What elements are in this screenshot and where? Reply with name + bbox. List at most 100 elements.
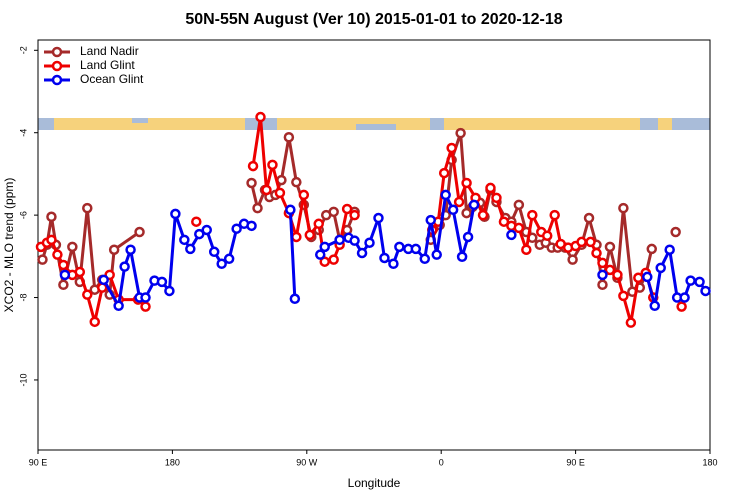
data-point — [194, 228, 205, 240]
data-point — [328, 254, 339, 265]
data-point — [164, 285, 175, 297]
data-point — [208, 246, 220, 258]
data-point — [46, 211, 57, 223]
data-point — [431, 249, 442, 260]
data-point — [37, 254, 48, 265]
data-point — [453, 196, 465, 208]
data-point — [74, 266, 86, 278]
data-point — [52, 249, 63, 260]
data-point — [291, 176, 302, 188]
data-point — [334, 234, 345, 246]
data-point — [649, 300, 660, 312]
data-point — [58, 279, 69, 291]
data-point — [134, 226, 145, 238]
data-point — [201, 224, 212, 236]
data-point — [446, 142, 457, 154]
data-point — [108, 244, 120, 255]
legend-marker — [51, 74, 63, 86]
data-point — [456, 251, 468, 262]
data-point — [612, 269, 623, 281]
data-point — [447, 204, 459, 216]
data-point — [461, 177, 472, 189]
data-point — [304, 229, 316, 241]
data-point — [618, 202, 629, 214]
data-point — [89, 316, 100, 328]
x-tick-label: 0 — [439, 457, 444, 467]
data-point — [591, 247, 602, 259]
data-point — [549, 209, 560, 221]
data-point — [59, 269, 71, 281]
data-point — [685, 275, 696, 286]
data-point — [319, 256, 330, 267]
data-point — [313, 218, 324, 230]
data-point — [356, 247, 368, 259]
y-tick-label: -8 — [18, 294, 28, 302]
data-point — [410, 243, 422, 255]
data-point — [455, 127, 466, 139]
data-point — [625, 317, 637, 328]
data-point — [231, 223, 242, 234]
data-point — [513, 222, 525, 234]
data-point — [67, 241, 78, 253]
data-point — [527, 232, 538, 244]
x-axis-label: Longitude — [348, 476, 401, 490]
data-point — [521, 244, 532, 255]
legend-label: Ocean Glint — [80, 72, 144, 86]
data-point — [216, 258, 227, 269]
data-point — [119, 261, 130, 272]
data-point — [341, 203, 353, 215]
y-tick-label: -6 — [18, 211, 28, 219]
data-point — [285, 204, 296, 216]
series-line — [102, 193, 707, 308]
data-point — [82, 289, 93, 300]
data-point — [373, 212, 384, 224]
data-point — [585, 236, 596, 248]
data-point — [328, 206, 339, 218]
x-tick-label: 180 — [165, 457, 180, 467]
data-point — [694, 276, 705, 288]
data-point — [247, 160, 259, 172]
data-point — [655, 262, 666, 274]
data-point — [425, 214, 436, 226]
data-point — [642, 271, 653, 283]
data-point — [576, 236, 587, 248]
data-point — [664, 244, 675, 255]
data-point — [274, 187, 286, 199]
data-point — [604, 241, 616, 253]
data-point — [170, 208, 181, 220]
data-point — [438, 167, 450, 179]
data-point — [440, 189, 451, 201]
data-point — [314, 249, 326, 260]
y-tick-label: -10 — [18, 373, 28, 386]
data-point — [246, 220, 257, 232]
data-point — [185, 243, 196, 255]
x-tick-label: 90 W — [296, 457, 318, 467]
data-point — [140, 292, 151, 303]
data-point — [700, 285, 711, 297]
data-point — [597, 257, 608, 269]
data-point — [527, 209, 538, 221]
y-tick-label: -2 — [18, 46, 28, 54]
data-point — [491, 192, 502, 204]
land-ocean-strip — [38, 118, 710, 130]
legend-marker — [51, 60, 63, 72]
data-point — [485, 182, 496, 194]
data-point — [140, 301, 151, 312]
data-point — [477, 209, 489, 221]
data-point — [349, 209, 360, 221]
data-point — [604, 264, 616, 276]
data-point — [58, 259, 69, 271]
data-point — [223, 253, 235, 265]
data-point — [289, 293, 301, 305]
x-tick-label: 90 E — [566, 457, 585, 467]
data-point — [513, 199, 525, 211]
data-point — [679, 292, 690, 303]
legend-marker — [51, 46, 63, 58]
data-point — [261, 184, 272, 196]
data-point — [394, 241, 405, 253]
legend-label: Land Glint — [80, 58, 135, 72]
data-point — [541, 230, 553, 241]
data-point — [506, 229, 517, 241]
chart-title: 50N-55N August (Ver 10) 2015-01-01 to 20… — [185, 11, 562, 28]
